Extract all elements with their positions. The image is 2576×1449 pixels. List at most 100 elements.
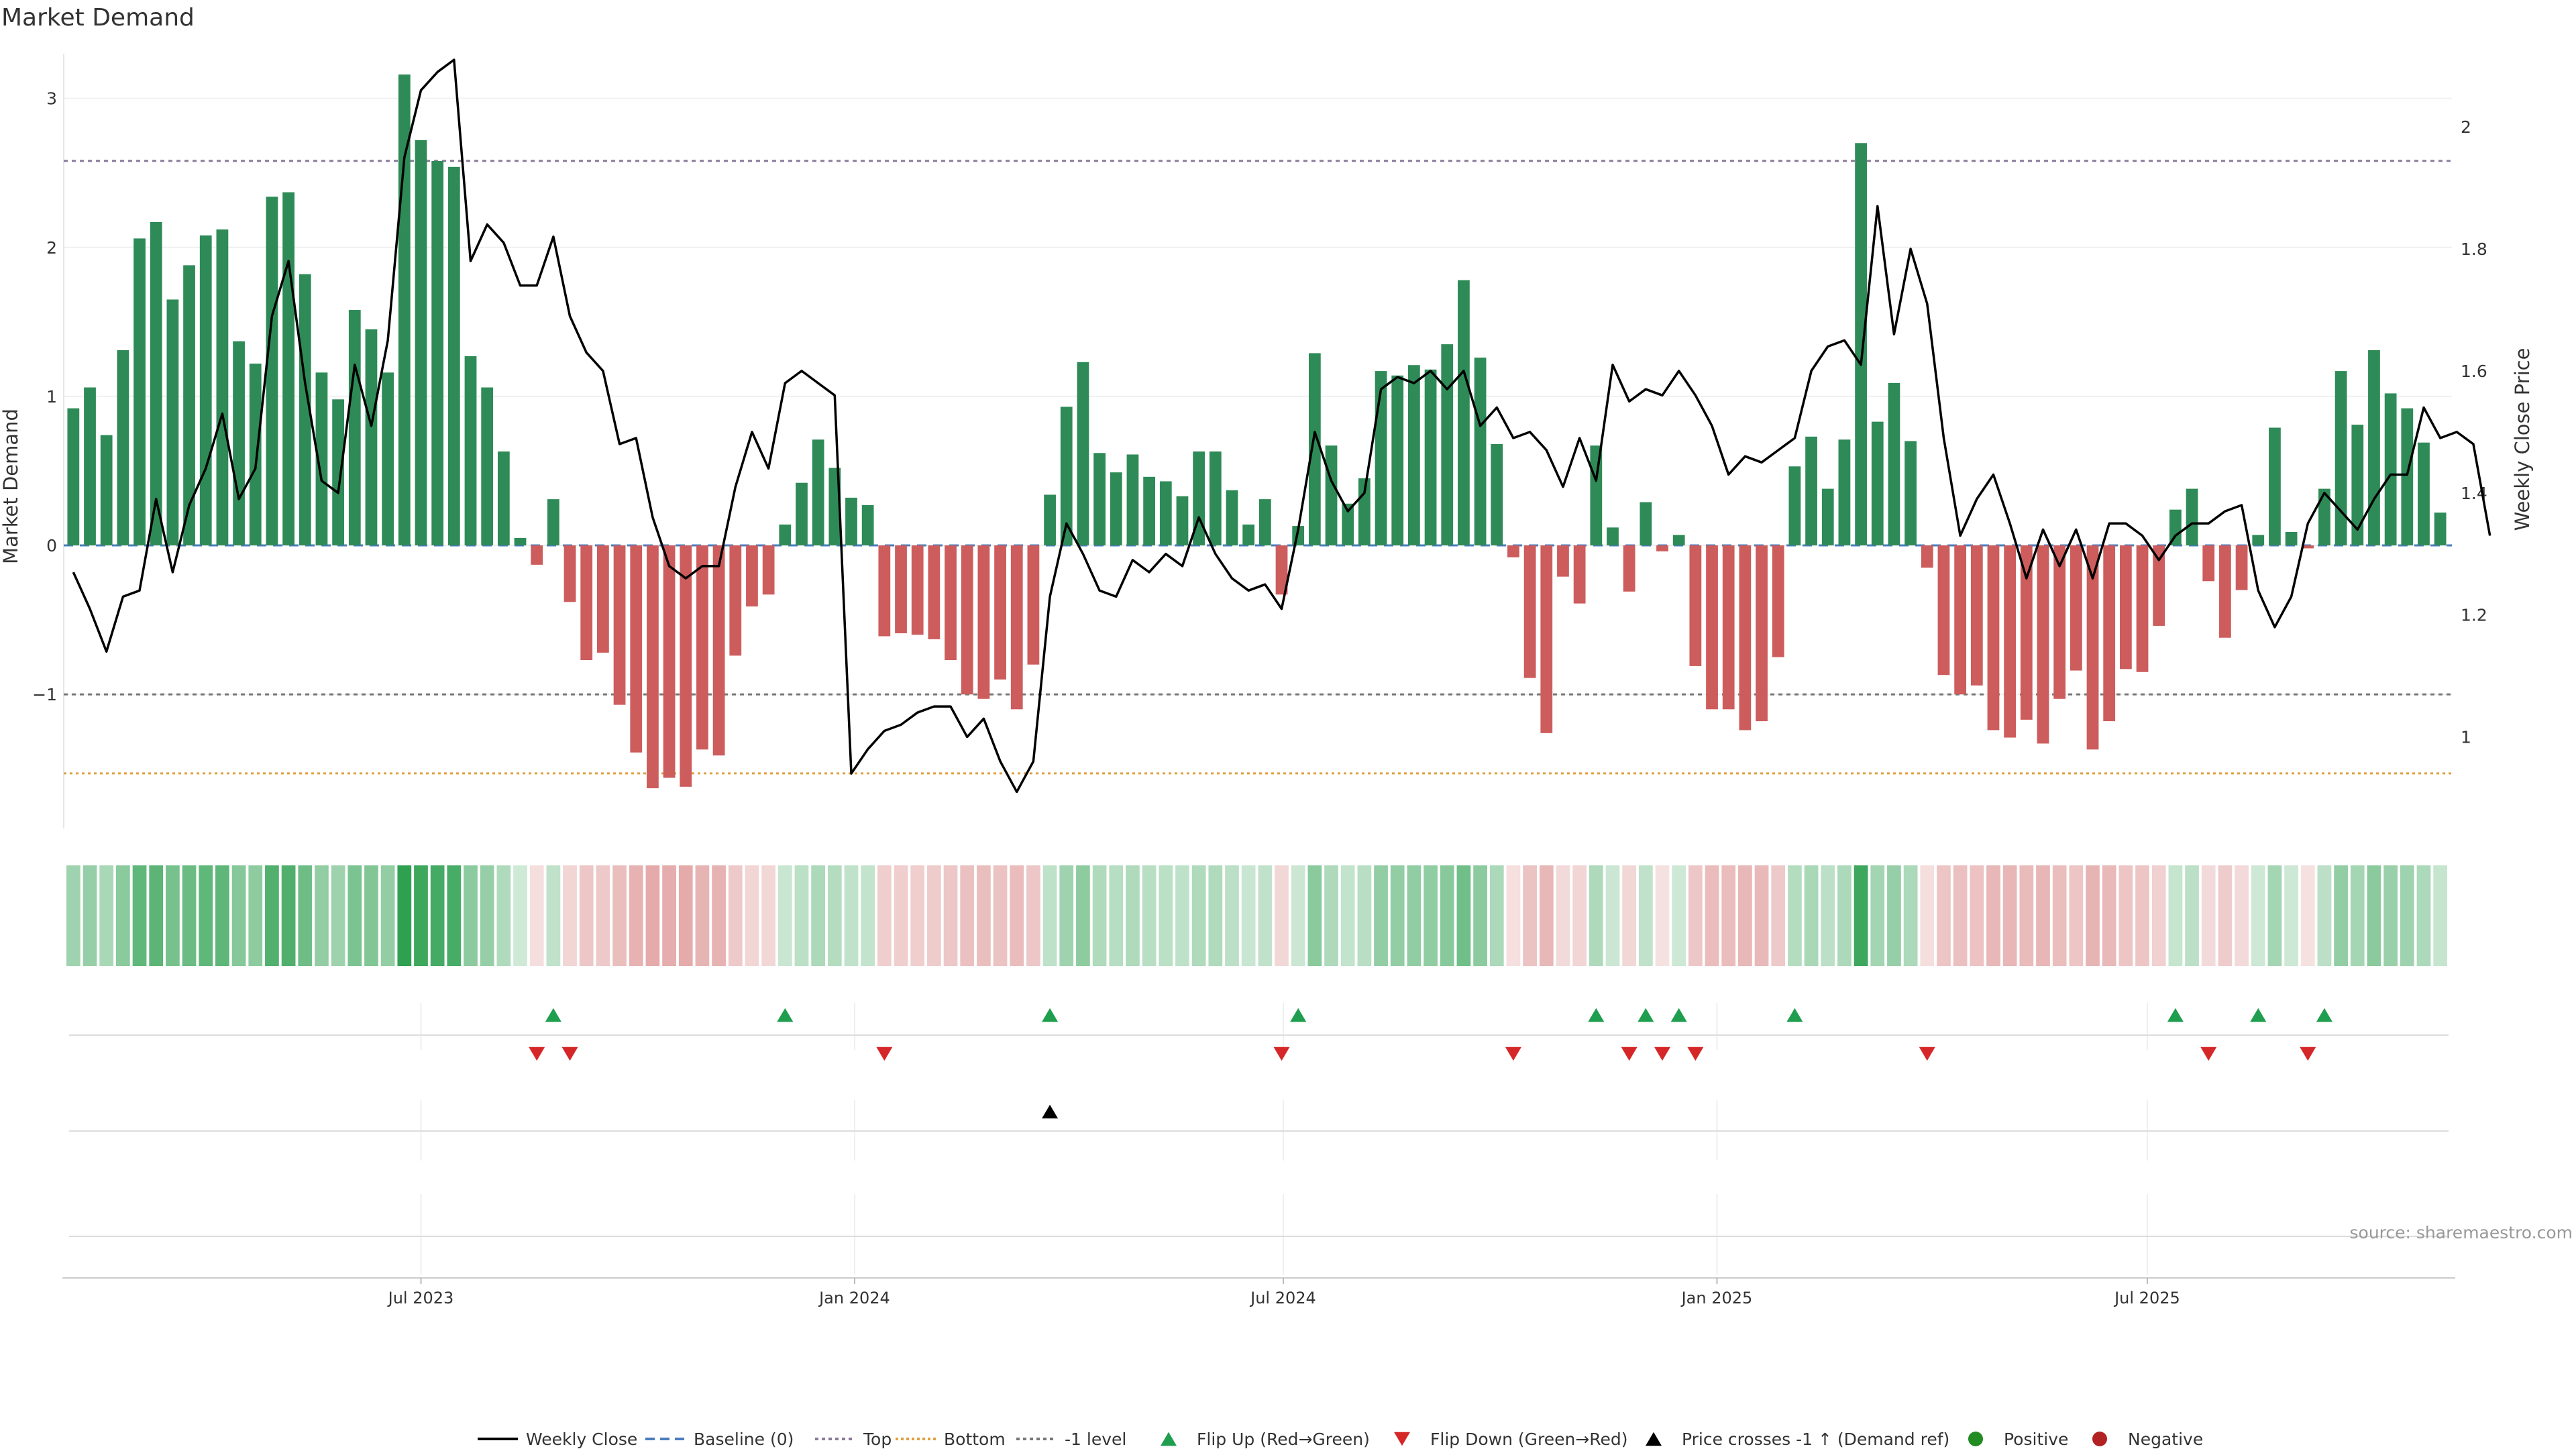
positive-demand-bar: [1176, 496, 1189, 545]
heat-cell: [1026, 865, 1040, 966]
heat-cell: [960, 865, 975, 966]
heat-cell: [1142, 865, 1157, 966]
heat-cell: [1523, 865, 1537, 966]
flip-down-marker: [561, 1046, 578, 1061]
heat-cell: [612, 865, 627, 966]
negative-demand-bar: [1010, 545, 1023, 710]
negative-demand-bar: [531, 545, 543, 565]
y-left-tick-label: −1: [32, 685, 57, 704]
heat-cell: [2036, 865, 2050, 966]
y-left-tick-label: 1: [46, 387, 57, 407]
negative-demand-bar: [1540, 545, 1553, 733]
heat-cell: [1191, 865, 1206, 966]
negative-demand-bar: [878, 545, 891, 637]
positive-demand-bar: [1904, 441, 1917, 545]
legend-label: Positive: [2004, 1430, 2068, 1449]
heat-cell: [1208, 865, 1223, 966]
heat-cell: [66, 865, 80, 966]
negative-demand-bar: [680, 545, 692, 787]
negative-demand-bar: [895, 545, 907, 634]
heat-cell: [529, 865, 544, 966]
negative-demand-bar: [2103, 545, 2116, 722]
heat-cell: [2086, 865, 2100, 966]
heat-cell: [380, 865, 395, 966]
heat-cell: [546, 865, 561, 966]
heat-cell: [464, 865, 478, 966]
heat-cell: [83, 865, 97, 966]
legend-label: Top: [863, 1430, 892, 1449]
negative-demand-bar: [2086, 545, 2099, 750]
negative-demand-bar: [564, 545, 576, 602]
heat-cell: [1340, 865, 1355, 966]
heat-cell: [1175, 865, 1189, 966]
heat-cell: [430, 865, 445, 966]
heat-cell: [2317, 865, 2332, 966]
positive-demand-bar: [2401, 408, 2414, 545]
negative-demand-bar: [2219, 545, 2231, 638]
legend-label: -1 level: [1065, 1430, 1126, 1449]
negative-demand-bar: [2136, 545, 2149, 672]
heat-cell: [943, 865, 958, 966]
heat-cell: [364, 865, 378, 966]
heat-cell: [1837, 865, 1851, 966]
positive-demand-bar: [183, 265, 195, 545]
positive-demand-bar: [365, 329, 378, 545]
y-axis-left-label: Market Demand: [0, 409, 22, 564]
negative-demand-bar: [663, 545, 676, 778]
heat-cell: [1937, 865, 1951, 966]
negative-demand-bar: [1523, 545, 1536, 678]
positive-demand-bar: [2169, 509, 2182, 545]
x-axis: Jul 2023 Jan 2024 Jul 2024 Jan 2025 Jul 2025: [62, 1277, 2455, 1307]
negative-demand-bar: [1722, 545, 1735, 710]
heat-cell: [1076, 865, 1090, 966]
heat-cell: [1225, 865, 1239, 966]
heat-cell: [1092, 865, 1107, 966]
negative-demand-bar: [647, 545, 659, 789]
negative-demand-bar: [2004, 545, 2017, 738]
heat-cell: [1970, 865, 1984, 966]
flip-down-marker: [1505, 1046, 1521, 1061]
heat-cell: [1721, 865, 1736, 966]
heat-cell: [166, 865, 180, 966]
heat-cell: [1456, 865, 1471, 966]
heat-cell: [1059, 865, 1074, 966]
positive-demand-bar: [84, 387, 96, 545]
positive-demand-bar: [1159, 481, 1172, 545]
legend-label: Negative: [2128, 1430, 2203, 1449]
positive-demand-bar: [1458, 280, 1470, 545]
y-right-tick-label: 1.6: [2461, 362, 2487, 381]
heat-cell: [2168, 865, 2183, 966]
heat-cell: [496, 865, 511, 966]
heat-cell: [265, 865, 279, 966]
heat-cell: [2019, 865, 2034, 966]
positive-demand-bar: [117, 350, 129, 545]
positive-demand-bar: [266, 197, 278, 545]
negative-demand-bar: [1921, 545, 1933, 568]
positive-demand-bar: [249, 364, 262, 545]
positive-demand-bar: [2252, 535, 2265, 545]
heat-cell: [2118, 865, 2133, 966]
flip-down-marker: [1273, 1046, 1290, 1061]
heat-cell: [910, 865, 925, 966]
weekly-close-line: [72, 58, 2491, 794]
flip-down-marker: [1687, 1046, 1704, 1061]
positive-demand-bar: [1640, 502, 1652, 545]
positive-demand-bar: [1226, 490, 1238, 545]
x-tick-label: Jul 2023: [387, 1289, 454, 1307]
negative-demand-bar: [2119, 545, 2132, 669]
heat-cell: [1821, 865, 1835, 966]
heat-cell: [1986, 865, 2000, 966]
positive-demand-bar: [67, 408, 80, 545]
heat-cell: [2151, 865, 2166, 966]
positive-demand-bar: [2269, 427, 2281, 545]
x-tick-label: Jan 2024: [818, 1289, 890, 1307]
heat-cell: [1804, 865, 1819, 966]
positive-demand-bar: [415, 140, 427, 545]
negative-demand-bar: [961, 545, 973, 695]
y-axis-right-label: Weekly Close Price: [2511, 348, 2534, 531]
flip-up-marker: [2250, 1008, 2267, 1022]
negative-demand-bar: [1756, 545, 1768, 722]
heat-cell: [2367, 865, 2381, 966]
heat-cell: [2350, 865, 2365, 966]
flip-up-marker: [1290, 1008, 1307, 1022]
